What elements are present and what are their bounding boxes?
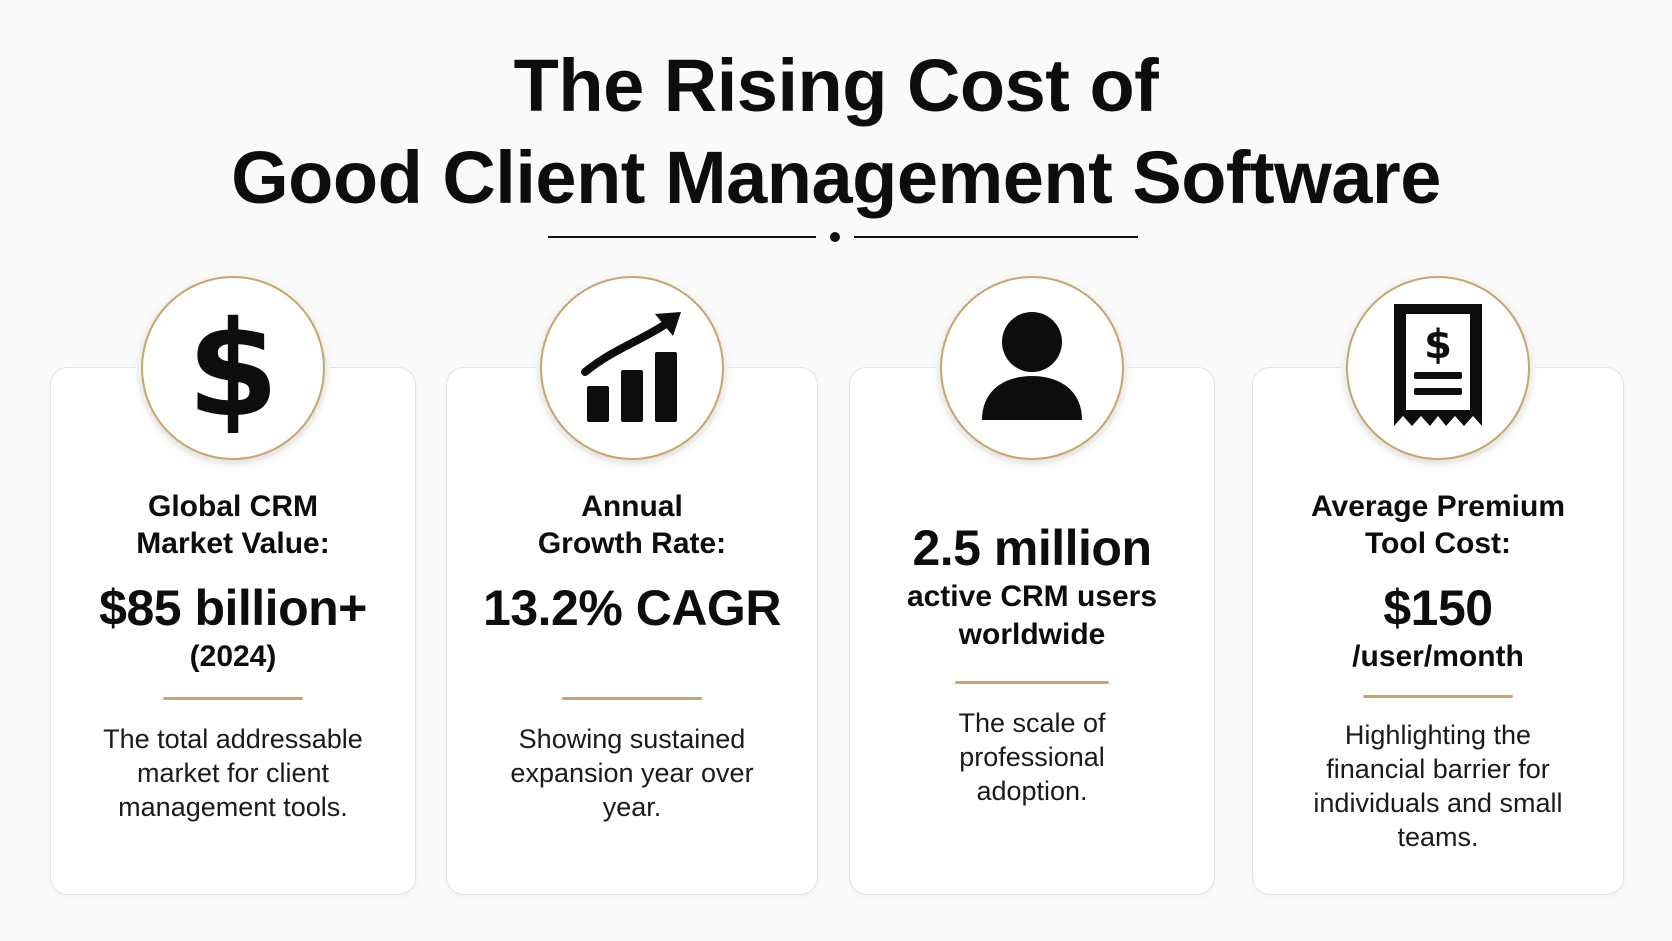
market-value-card: $ Global CRM Market Value: $85 billion+ … (50, 271, 416, 895)
stat-description: Showing sustained expansion year over ye… (510, 724, 754, 822)
icon-badge (935, 271, 1129, 465)
title-line-2: Good Client Management Software (231, 136, 1441, 219)
growth-chart-icon (581, 312, 681, 422)
gold-rule (1363, 695, 1513, 698)
icon-badge: $ (136, 271, 330, 465)
stat-description: The scale of professional adoption. (958, 708, 1106, 806)
icon-badge: $ (1341, 271, 1535, 465)
stat-year: (2024) (189, 640, 277, 673)
stat-value: 2.5 million (912, 520, 1152, 576)
gold-rule (163, 697, 303, 700)
tool-cost-card: $ Average Premium Tool Cost: $150 /user/… (1252, 271, 1624, 895)
svg-text:$: $ (1424, 322, 1452, 368)
stat-label: Average Premium Tool Cost: (1310, 490, 1565, 560)
stat-label: Global CRM Market Value: (136, 490, 330, 560)
growth-rate-card: Annual Growth Rate: 13.2% CAGR Showing s… (446, 271, 818, 895)
gold-rule (955, 681, 1109, 684)
stat-value: $85 billion+ (99, 580, 367, 636)
title-line-1: The Rising Cost of (513, 44, 1159, 127)
dollar-sign-icon: $ (187, 303, 279, 433)
title-divider (548, 230, 1138, 244)
stat-subtitle: active CRM users worldwide (906, 580, 1158, 651)
stat-description: The total addressable market for client … (103, 724, 363, 822)
stat-description: Highlighting the financial barrier for i… (1313, 720, 1563, 852)
receipt-icon: $ (1394, 304, 1482, 426)
stat-value: $150 (1383, 580, 1493, 636)
svg-text:$: $ (187, 303, 279, 433)
stat-value: 13.2% CAGR (483, 580, 781, 636)
stat-unit: /user/month (1352, 640, 1524, 673)
users-card: 2.5 million active CRM users worldwide T… (849, 271, 1215, 895)
page-title: The Rising Cost of Good Client Managemen… (0, 40, 1672, 224)
icon-badge (535, 271, 729, 465)
stat-label: Annual Growth Rate: (537, 490, 727, 560)
gold-rule (562, 697, 702, 700)
user-icon (982, 312, 1082, 420)
